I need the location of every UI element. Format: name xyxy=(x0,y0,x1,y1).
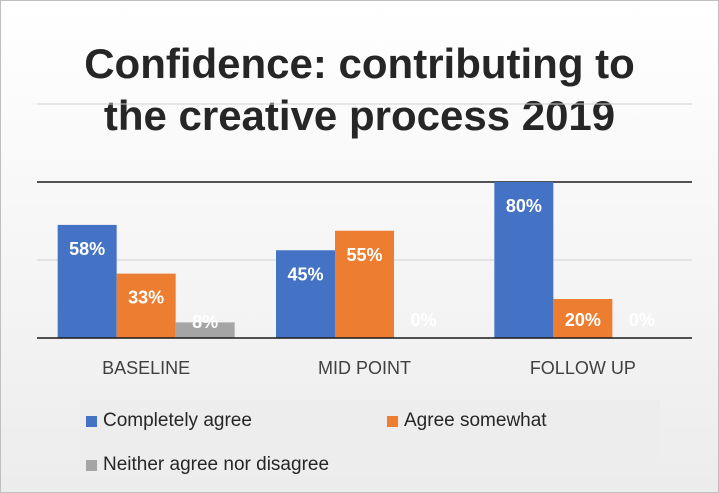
data-label: 0% xyxy=(410,310,436,330)
bar-baseline-series-1 xyxy=(116,273,176,338)
legend-swatch-completely-agree xyxy=(86,415,97,427)
bar-follow-up-series-1 xyxy=(553,299,613,338)
data-label: 0% xyxy=(629,310,655,330)
legend-swatch-agree-somewhat xyxy=(387,415,398,427)
legend-label-completely-agree: Completely agree xyxy=(103,410,252,431)
data-label: 20% xyxy=(565,310,601,330)
data-label: 80% xyxy=(506,196,542,216)
chart-title-line-1: Confidence: contributing to xyxy=(84,40,635,87)
legend-item-agree-somewhat: Agree somewhat xyxy=(387,410,547,432)
bar-follow-up-series-0 xyxy=(494,182,554,338)
bar-baseline-series-0 xyxy=(57,224,117,338)
category-label: MID POINT xyxy=(318,358,411,378)
legend-swatch-neither xyxy=(86,459,97,471)
legend-item-neither: Neither agree nor disagree xyxy=(86,454,329,476)
bar-baseline-series-2 xyxy=(175,322,235,338)
category-label: BASELINE xyxy=(102,358,190,378)
data-label: 55% xyxy=(346,245,382,265)
data-label: 33% xyxy=(128,288,164,308)
legend-label-agree-somewhat: Agree somewhat xyxy=(404,410,547,431)
chart-title: Confidence: contributing to the creative… xyxy=(0,38,719,142)
bar-mid-point-series-1 xyxy=(335,230,394,338)
legend-label-neither: Neither agree nor disagree xyxy=(103,454,330,475)
chart-title-line-2: the creative process 2019 xyxy=(103,92,616,139)
data-label: 8% xyxy=(192,312,218,332)
data-label: 45% xyxy=(287,264,323,284)
bar-mid-point-series-0 xyxy=(276,250,335,338)
data-label: 58% xyxy=(69,239,105,259)
legend: Completely agree Agree somewhat Neither … xyxy=(80,400,660,485)
legend-item-completely-agree: Completely agree xyxy=(86,410,252,432)
category-label: FOLLOW UP xyxy=(530,358,636,378)
